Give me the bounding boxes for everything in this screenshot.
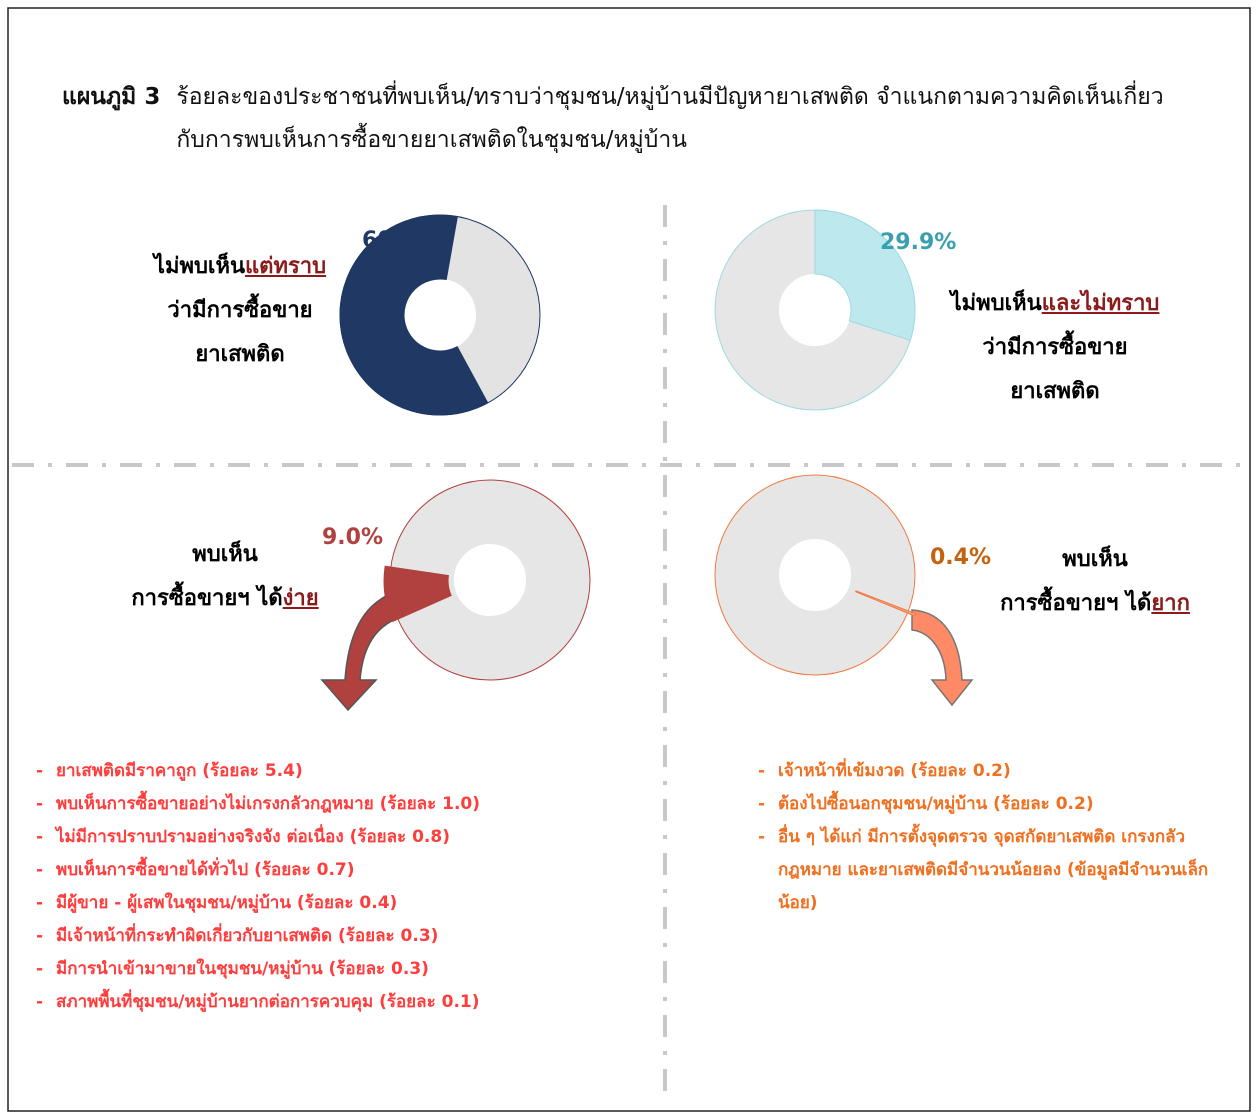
title: แผนภูมิ 3 ร้อยละของประชาชนที่พบเห็น/ทราบ… (62, 76, 1222, 162)
donut-slice (339, 214, 489, 416)
reason-text: เจ้าหน้าที่เข้มงวด (ร้อยละ 0.2) (778, 761, 1011, 781)
value-label: 60.7% (362, 228, 439, 253)
reason-text: มีเจ้าหน้าที่กระทำผิดเกี่ยวกับยาเสพติด (… (56, 926, 439, 946)
label-emphasis: และไม่ทราบ (1041, 291, 1160, 316)
donut-slice (383, 565, 452, 623)
reason-text: พบเห็นการซื้อขายอย่างไม่เกรงกลัวกฎหมาย (… (56, 794, 481, 814)
value-label: 9.0% (322, 525, 384, 550)
label-line: ไม่พบเห็นแต่ทราบ (154, 245, 326, 289)
donut-outline (714, 474, 916, 676)
label-text: พบเห็น (1062, 547, 1128, 572)
bullet-dash: - (36, 794, 44, 814)
label-emphasis: ง่าย (282, 586, 319, 611)
title-label: แผนภูมิ 3 (62, 84, 161, 110)
frame (7, 7, 1251, 1112)
reasons-right: - เจ้าหน้าที่เข้มงวด (ร้อยละ 0.2) - ต้องไปซ… (758, 755, 1218, 920)
bullet-dash: - (36, 761, 44, 781)
label-text: ยาเสพติด (195, 342, 285, 367)
arrow-right (911, 609, 974, 707)
value-label: 0.4% (930, 545, 992, 570)
label-emphasis: แต่ทราบ (244, 254, 327, 279)
reason-text: มีผู้ขาย - ผู้เสพในชุมชน/หมู่บ้าน (ร้อยล… (56, 893, 398, 913)
donut-label: ไม่พบเห็นแต่ทราบว่ามีการซื้อขายยาเสพติด (154, 245, 326, 377)
value-label: 29.9% (880, 230, 957, 255)
reason-text: ต้องไปซื้อนอกชุมชน/หมู่บ้าน (ร้อยละ 0.2) (778, 794, 1094, 814)
reason-item: - มีผู้ขาย - ผู้เสพในชุมชน/หมู่บ้าน (ร้อย… (36, 887, 636, 920)
reason-item: - มีเจ้าหน้าที่กระทำผิดเกี่ยวกับยาเสพติด … (36, 920, 636, 953)
reason-item: - สภาพพื้นที่ชุมชน/หมู่บ้านยากต่อการควบคุ… (36, 986, 636, 1019)
bullet-dash: - (758, 827, 766, 847)
bullet-dash: - (36, 926, 44, 946)
label-emphasis: ยาก (1151, 591, 1190, 616)
label-line: การซื้อขายฯ ได้ยาก (1000, 582, 1190, 626)
label-line: การซื้อขายฯ ได้ง่าย (131, 577, 318, 621)
label-line: พบเห็น (131, 533, 318, 577)
label-line: พบเห็น (1000, 538, 1190, 582)
label-text: ไม่พบเห็น (153, 254, 245, 279)
reason-item: - ไม่มีการปราบปรามอย่างจริงจัง ต่อเนื่อง … (36, 821, 636, 854)
donut-label: พบเห็นการซื้อขายฯ ได้ง่าย (131, 533, 318, 621)
reason-text: ยาเสพติดมีราคาถูก (ร้อยละ 5.4) (56, 761, 303, 781)
bullet-dash: - (758, 761, 766, 781)
bullet-dash: - (758, 794, 766, 814)
donut-track (715, 475, 915, 675)
donut-label: ไม่พบเห็นและไม่ทราบว่ามีการซื้อขายยาเสพต… (951, 282, 1160, 414)
reason-text: อื่น ๆ ได้แก่ มีการตั้งจุดตรวจ จุดสกัดยา… (778, 827, 1209, 913)
label-text: การซื้อขายฯ ได้ (131, 586, 283, 611)
label-text: ว่ามีการซื้อขาย (982, 335, 1128, 360)
label-line: ว่ามีการซื้อขาย (951, 326, 1160, 370)
label-text: ว่ามีการซื้อขาย (167, 298, 313, 323)
reason-item: - พบเห็นการซื้อขายได้ทั่วไป (ร้อยละ 0.7) (36, 854, 636, 887)
label-text: ไม่พบเห็น (950, 291, 1042, 316)
reason-text: มีการนำเข้ามาขายในชุมชน/หมู่บ้าน (ร้อยละ… (56, 959, 429, 979)
label-line: ว่ามีการซื้อขาย (154, 289, 326, 333)
donut-label: พบเห็นการซื้อขายฯ ได้ยาก (1000, 538, 1190, 626)
bullet-dash: - (36, 860, 44, 880)
label-text: การซื้อขายฯ ได้ (1000, 591, 1152, 616)
bullet-dash: - (36, 959, 44, 979)
label-line: ไม่พบเห็นและไม่ทราบ (951, 282, 1160, 326)
title-text: ร้อยละของประชาชนที่พบเห็น/ทราบว่าชุมชน/ห… (176, 84, 1164, 153)
donut-slice (855, 590, 917, 617)
label-line: ยาเสพติด (154, 333, 326, 377)
reason-item: - ต้องไปซื้อนอกชุมชน/หมู่บ้าน (ร้อยละ 0.2… (758, 788, 1218, 821)
reason-text: สภาพพื้นที่ชุมชน/หมู่บ้านยากต่อการควบคุม… (56, 992, 480, 1012)
reasons-left: - ยาเสพติดมีราคาถูก (ร้อยละ 5.4) - พบเห็นกา… (36, 755, 636, 1019)
reason-item: - มีการนำเข้ามาขายในชุมชน/หมู่บ้าน (ร้อยล… (36, 953, 636, 986)
label-line: ยาเสพติด (951, 370, 1160, 414)
reason-text: พบเห็นการซื้อขายได้ทั่วไป (ร้อยละ 0.7) (56, 860, 355, 880)
bullet-dash: - (36, 827, 44, 847)
donut-slice (814, 209, 916, 341)
reason-text: ไม่มีการปราบปรามอย่างจริงจัง ต่อเนื่อง (… (56, 827, 450, 847)
reason-item: - เจ้าหน้าที่เข้มงวด (ร้อยละ 0.2) (758, 755, 1218, 788)
reason-item: - อื่น ๆ ได้แก่ มีการตั้งจุดตรวจ จุดสกัดย… (758, 821, 1218, 920)
bullet-dash: - (36, 992, 44, 1012)
label-text: ยาเสพติด (1010, 379, 1100, 404)
reason-item: - ยาเสพติดมีราคาถูก (ร้อยละ 5.4) (36, 755, 636, 788)
label-text: พบเห็น (192, 542, 258, 567)
reason-item: - พบเห็นการซื้อขายอย่างไม่เกรงกลัวกฎหมาย … (36, 788, 636, 821)
bullet-dash: - (36, 893, 44, 913)
